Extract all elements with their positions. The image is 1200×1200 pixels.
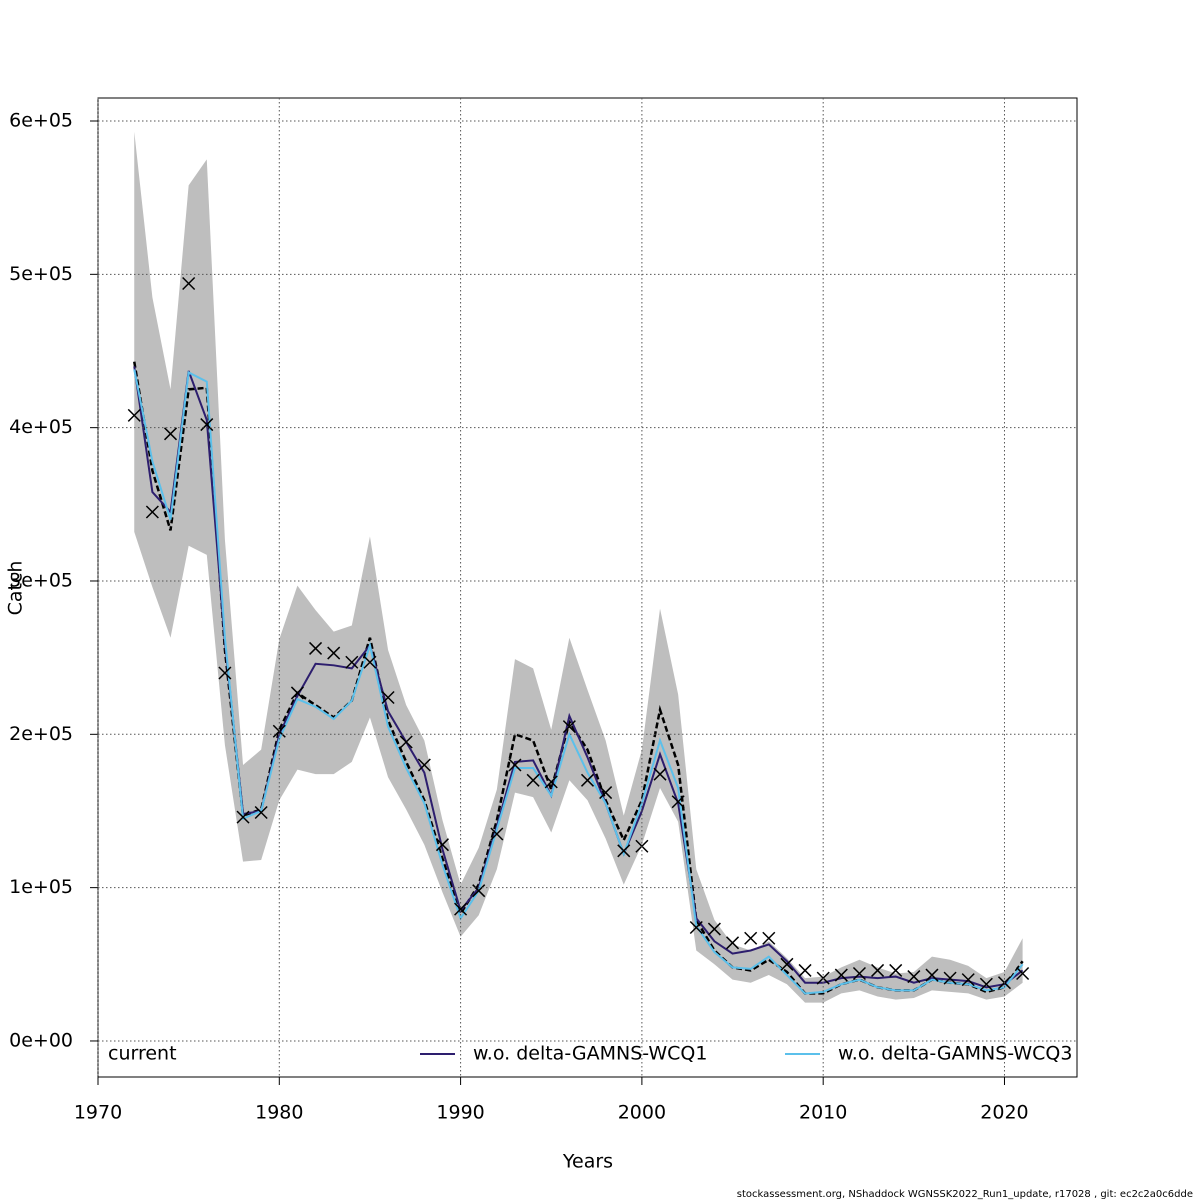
observation (490, 827, 504, 841)
observation (127, 408, 141, 422)
legend-label: current (108, 1043, 177, 1065)
observation (762, 931, 776, 945)
y-tick-label: 6e+05 (9, 109, 73, 131)
observation (744, 931, 758, 945)
y-tick-label: 4e+05 (9, 416, 73, 438)
x-tick-label: 2020 (980, 1102, 1028, 1124)
observation (562, 720, 576, 734)
observation (200, 418, 214, 432)
observation (345, 655, 359, 669)
observation (182, 276, 196, 291)
observation (599, 786, 613, 800)
observation (834, 968, 848, 982)
observation (472, 884, 486, 898)
legend-label: w.o. delta-GAMNS-WCQ1 (473, 1043, 707, 1065)
observation (290, 686, 304, 700)
plot-frame (97, 97, 1078, 1078)
observation (852, 966, 866, 981)
observation (617, 844, 631, 858)
observation (943, 971, 957, 985)
legend-label: w.o. delta-GAMNS-WCQ3 (838, 1043, 1072, 1065)
observation (780, 957, 794, 971)
x-tick-label: 2010 (799, 1102, 847, 1124)
observation (653, 767, 667, 781)
y-tick-label: 5e+05 (9, 263, 73, 285)
observation (979, 977, 993, 991)
y-axis-label: Catch (5, 561, 27, 616)
observation (254, 805, 268, 820)
observation (707, 922, 721, 936)
observation (726, 936, 740, 950)
x-tick-label: 1970 (74, 1102, 122, 1124)
observation (399, 735, 413, 749)
observation (526, 773, 540, 787)
y-tick-label: 2e+05 (9, 723, 73, 745)
observation (544, 775, 558, 789)
observation (327, 646, 341, 660)
observation (435, 838, 449, 852)
observation (163, 427, 178, 441)
observation (454, 902, 468, 916)
x-tick-label: 2000 (618, 1102, 666, 1124)
confidence-band (134, 131, 1023, 1003)
observation (871, 963, 885, 977)
observation (309, 641, 323, 655)
observation (907, 970, 921, 984)
y-tick-label: 0e+00 (9, 1029, 73, 1051)
observation (925, 968, 939, 982)
observation (1016, 966, 1030, 981)
observation (236, 810, 250, 824)
observation (508, 758, 522, 772)
y-tick-label: 1e+05 (9, 876, 73, 898)
observation (580, 773, 595, 787)
observation (798, 963, 812, 977)
x-tick-label: 1990 (436, 1102, 484, 1124)
series-line (133, 369, 1024, 995)
observation (417, 758, 431, 772)
observation (671, 795, 685, 809)
plot-area: current w.o. delta-GAMNS-WCQ1 w.o. delta-G… (108, 131, 1072, 1065)
footer: stockassessment.org, NShaddock WGNSSK202… (737, 1189, 1193, 1200)
x-tick-label: 1980 (255, 1102, 303, 1124)
observation (218, 666, 232, 680)
y-tick-label: 3e+05 (9, 569, 73, 591)
x-axis-label: Years (562, 1151, 613, 1173)
observation (363, 655, 377, 669)
observation (145, 505, 159, 519)
observation (961, 973, 975, 987)
observation (889, 963, 903, 977)
observation (689, 920, 703, 935)
observation (381, 690, 395, 705)
